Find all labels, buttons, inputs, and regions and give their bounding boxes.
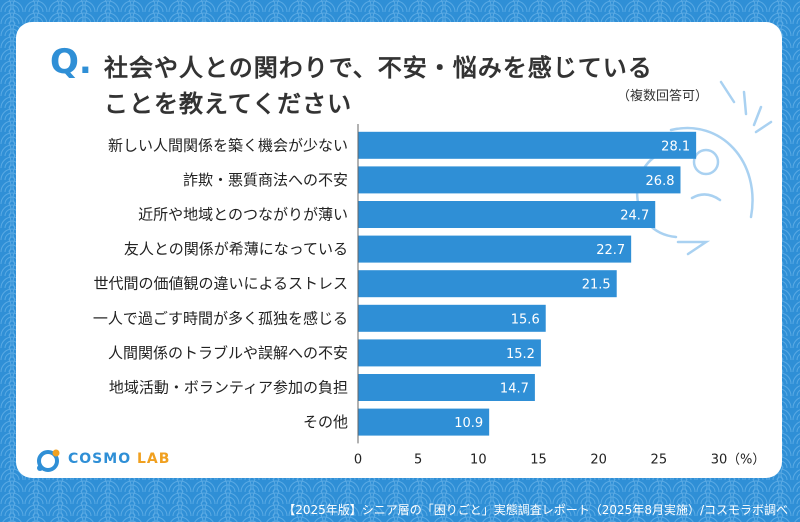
cosmo-lab-logo-mark-icon [37, 449, 60, 472]
value-label: 22.7 [596, 243, 625, 258]
category-label: 人間関係のトラブルや誤解への不安 [108, 344, 348, 362]
value-label: 15.6 [511, 312, 540, 327]
question-title-line1: 社会や人との関わりで、不安・悩みを感じている [104, 54, 653, 82]
value-label: 10.9 [454, 416, 483, 431]
question-mark-label: Q. [50, 42, 92, 82]
x-tick-label: 20 [590, 452, 607, 467]
logo-text-sub: LAB [136, 451, 171, 467]
bar [358, 270, 617, 298]
x-axis-unit: （%） [727, 452, 765, 467]
category-label: 地域活動・ボランティア参加の負担 [109, 379, 348, 397]
category-label: 近所や地域とのつながりが薄い [138, 206, 348, 224]
bar [358, 201, 656, 228]
category-label: その他 [303, 413, 348, 431]
bar [358, 304, 546, 332]
category-label: 一人で過ごす時間が多く孤独を感じる [93, 309, 348, 327]
bar [358, 166, 681, 194]
x-tick-label: 25 [651, 452, 668, 467]
cosmo-lab-logo: COSMO LAB [34, 444, 170, 474]
bar [358, 408, 490, 436]
value-label: 15.2 [506, 347, 535, 362]
source-footer: 【2025年版】シニア層の「困りごと」実態調査レポート（2025年8月実施）/コ… [283, 503, 788, 517]
value-label: 28.1 [661, 139, 690, 154]
x-tick-label: 5 [414, 452, 422, 467]
value-label: 24.7 [620, 209, 649, 224]
value-label: 14.7 [500, 382, 529, 397]
multiple-answer-note: （複数回答可） [616, 89, 708, 104]
value-label: 21.5 [582, 278, 611, 293]
bar [358, 131, 697, 159]
x-tick-label: 0 [354, 452, 362, 467]
x-tick-label: 15 [530, 452, 547, 467]
bar [358, 339, 541, 367]
x-tick-label: 10 [470, 452, 487, 467]
logo-text-main: COSMO [68, 451, 132, 467]
category-label: 世代間の価値観の違いによるストレス [93, 275, 348, 293]
category-label: 友人との関係が希薄になっている [124, 240, 348, 258]
value-label: 26.8 [646, 174, 675, 189]
bar [358, 235, 632, 263]
category-label: 新しい人間関係を築く機会が少ない [108, 136, 348, 154]
x-tick-label: 30 [711, 452, 728, 467]
question-title-line2: ことを教えてください [104, 90, 353, 118]
bar [358, 374, 535, 401]
category-label: 詐欺・悪質商法への不安 [183, 171, 348, 189]
